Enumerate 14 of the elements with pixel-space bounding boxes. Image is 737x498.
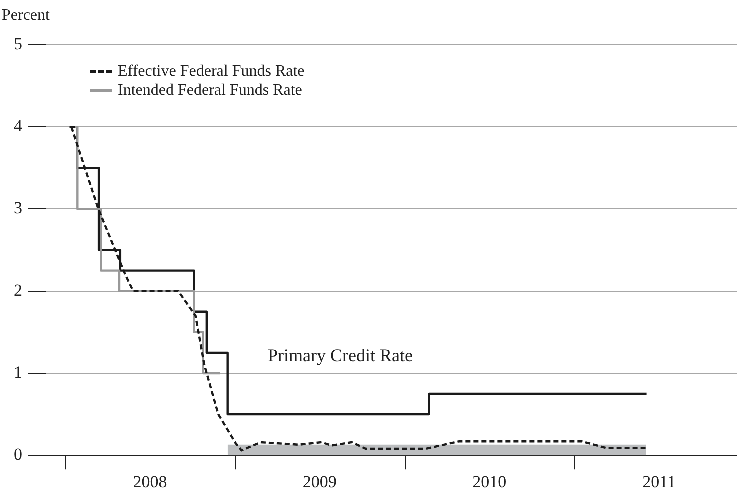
y-tick-label: 2 (14, 280, 22, 300)
y-tick-label: 0 (14, 445, 22, 464)
y-tick-label: 4 (14, 116, 23, 136)
y-tick-label: 1 (14, 362, 22, 382)
x-tick-label: 2009 (302, 472, 337, 492)
x-tick-label: 2008 (133, 472, 168, 492)
y-tick-label: 3 (14, 198, 22, 218)
annotation: Primary Credit Rate (268, 346, 413, 366)
legend-label: Effective Federal Funds Rate (118, 62, 305, 81)
legend-label: Intended Federal Funds Rate (118, 81, 302, 100)
y-tick-label: 5 (14, 34, 22, 54)
x-tick-label: 2011 (642, 472, 676, 492)
y-axis-title: Percent (2, 7, 51, 24)
x-tick-label: 2010 (472, 472, 507, 492)
